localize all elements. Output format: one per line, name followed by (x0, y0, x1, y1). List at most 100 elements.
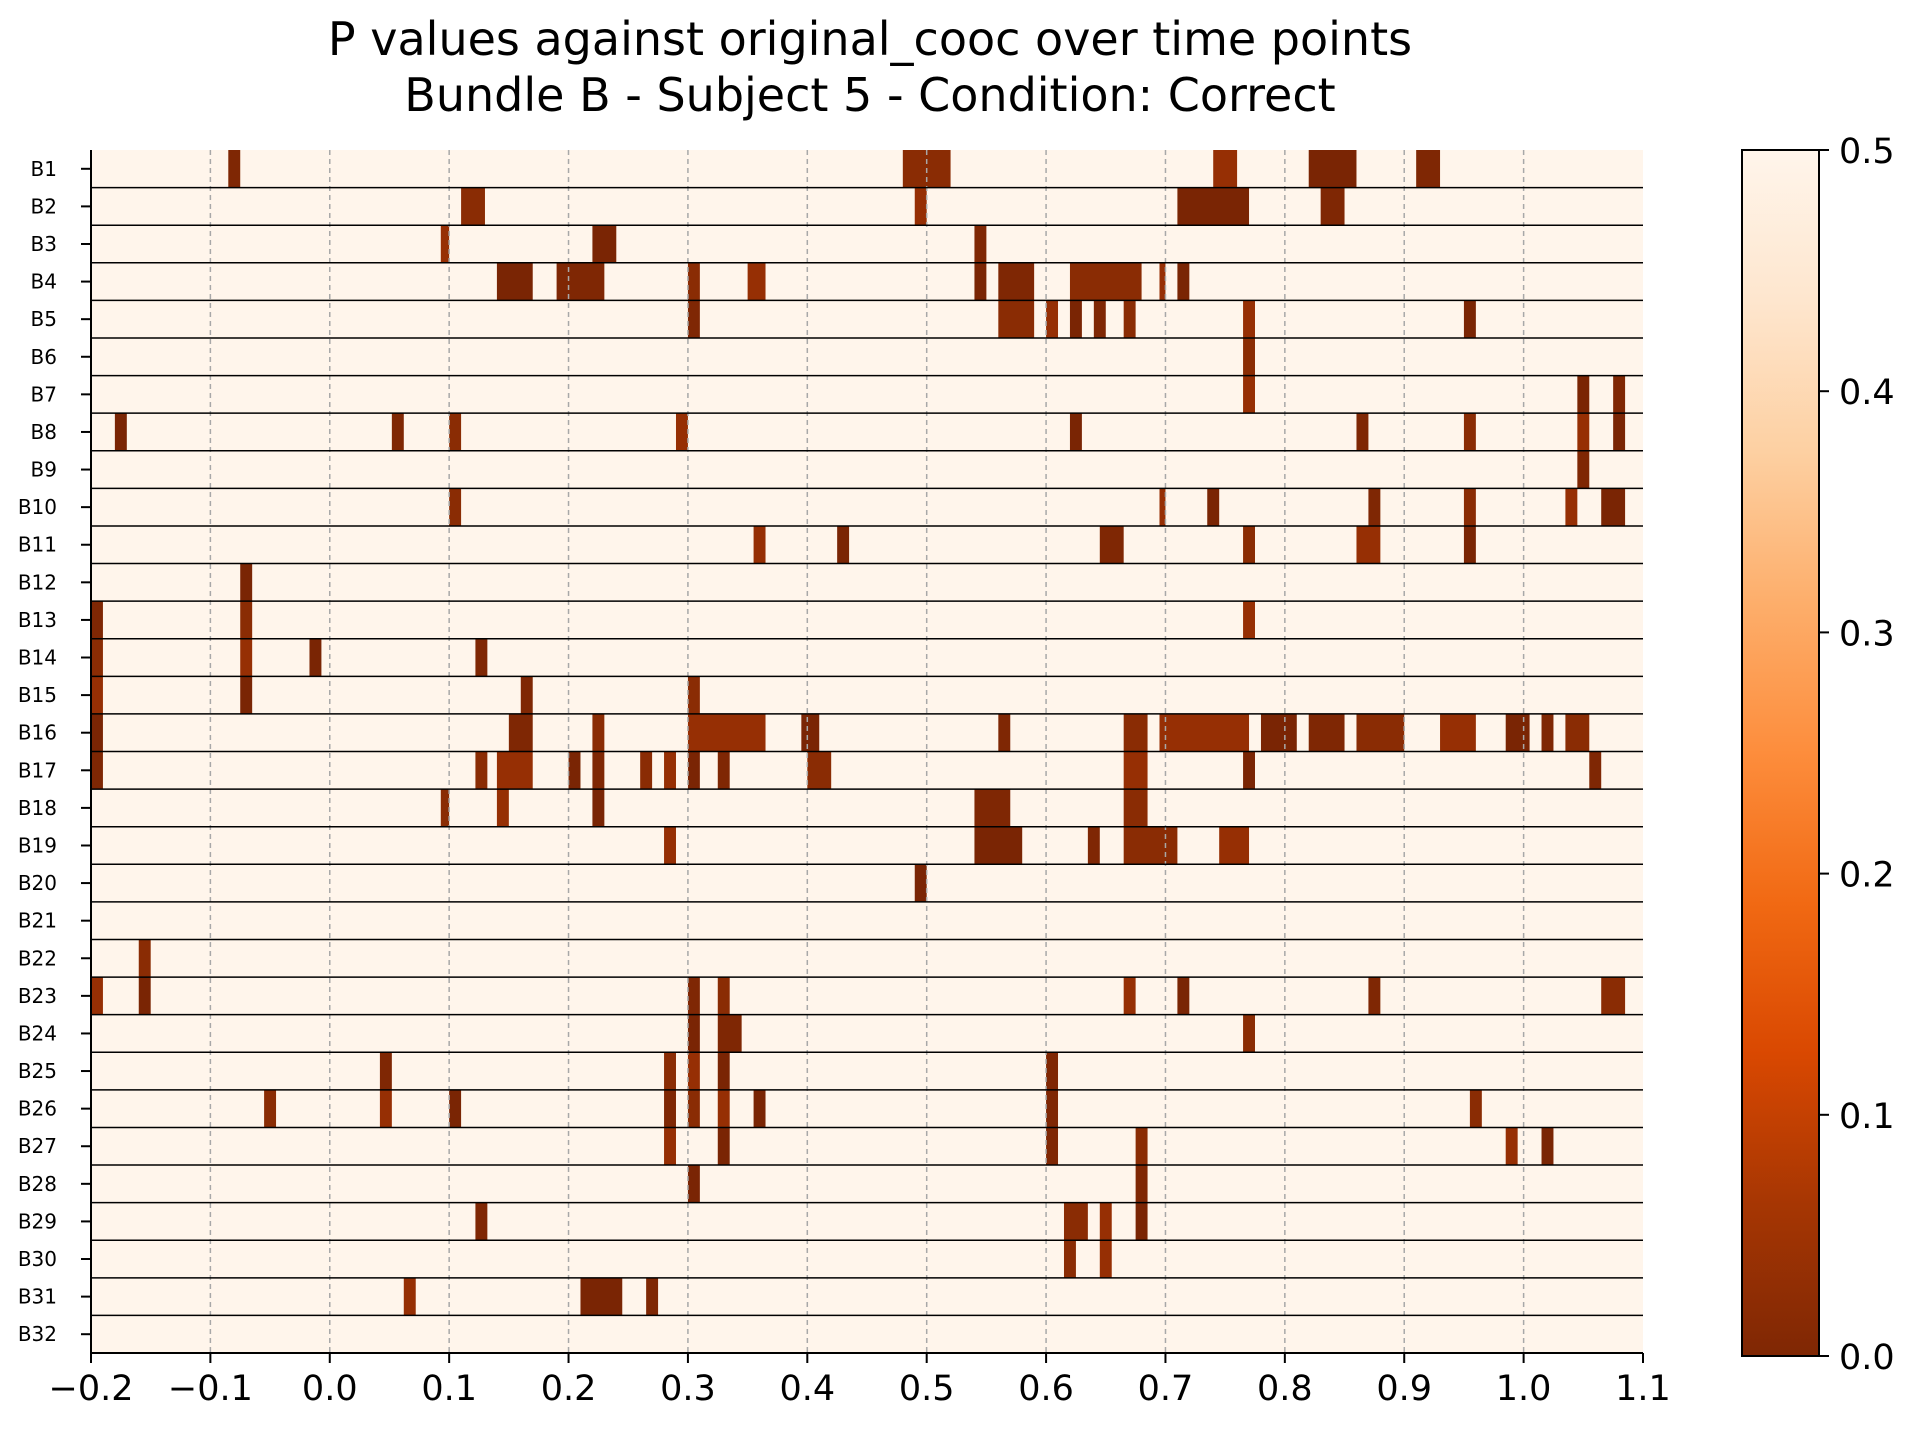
segment-b16-5 (998, 713, 1011, 752)
segment-b16-9 (1308, 713, 1345, 752)
colorbar-tick-label-4: 0.4 (1839, 373, 1895, 413)
ytick-label-b30: B30 (18, 1247, 57, 1271)
segment-b10-6 (1601, 488, 1626, 526)
segment-b10-2 (1207, 488, 1220, 526)
segment-b6-0 (1243, 337, 1255, 376)
xtick-label-7: 0.5 (899, 1369, 955, 1409)
segment-b4-0 (496, 262, 533, 301)
row-background-b20 (91, 864, 1643, 902)
segment-b22-0 (138, 939, 151, 978)
segment-b19-3 (1123, 826, 1178, 865)
row-background-b28 (91, 1165, 1643, 1203)
segment-b3-0 (440, 225, 450, 263)
row-background-b25 (91, 1052, 1643, 1090)
segment-b25-2 (687, 1052, 700, 1090)
segment-b2-3 (1320, 187, 1345, 226)
row-background-b27 (91, 1127, 1643, 1166)
chart-title: P values against original_cooc over time… (327, 12, 1413, 66)
row-background-b2 (91, 187, 1643, 226)
segment-b8-5 (1356, 413, 1369, 451)
segment-b4-7 (1159, 262, 1166, 301)
ytick-label-b2: B2 (31, 194, 57, 218)
row-background-b12 (91, 563, 1643, 602)
segment-b13-1 (240, 601, 253, 639)
segment-b3-1 (592, 225, 617, 263)
segment-b27-4 (1505, 1127, 1518, 1166)
row-background-b30 (91, 1240, 1643, 1278)
segment-b16-13 (1541, 713, 1554, 752)
segment-b16-7 (1159, 713, 1250, 752)
segment-b23-5 (1177, 977, 1190, 1015)
segment-b1-0 (228, 150, 241, 188)
ytick-label-b32: B32 (18, 1322, 57, 1346)
ytick-label-b23: B23 (18, 984, 57, 1008)
row-background-b29 (91, 1202, 1643, 1241)
ytick-label-b1: B1 (31, 157, 57, 181)
segment-b25-1 (664, 1052, 676, 1090)
segment-b16-12 (1505, 713, 1530, 752)
segment-b25-4 (1046, 1052, 1059, 1090)
segment-b18-3 (974, 789, 1011, 827)
row-background-b21 (91, 901, 1643, 940)
segment-b27-1 (717, 1127, 730, 1166)
segment-b27-5 (1541, 1127, 1554, 1166)
row-background-b23 (91, 977, 1643, 1015)
segment-b8-4 (1069, 413, 1082, 451)
ytick-label-b27: B27 (18, 1134, 57, 1158)
segment-b4-6 (1069, 262, 1142, 301)
segment-b24-2 (1243, 1014, 1255, 1053)
row-background-b7 (91, 375, 1643, 414)
segment-b26-7 (1046, 1089, 1059, 1128)
segment-b27-2 (1046, 1127, 1059, 1166)
segment-b26-6 (753, 1089, 766, 1128)
segment-b5-5 (1123, 300, 1136, 338)
segment-b28-0 (687, 1165, 700, 1203)
segment-b26-3 (664, 1089, 676, 1128)
segment-b10-1 (1159, 488, 1166, 526)
row-background-b10 (91, 488, 1643, 526)
xtick-label-10: 0.8 (1257, 1369, 1313, 1409)
segment-b5-1 (998, 300, 1035, 338)
segment-b23-3 (717, 977, 730, 1015)
row-background-b17 (91, 751, 1643, 790)
segment-b16-2 (592, 713, 605, 752)
row-background-b11 (91, 525, 1643, 564)
ytick-label-b21: B21 (18, 909, 57, 933)
row-background-b13 (91, 601, 1643, 639)
segment-b18-4 (1123, 789, 1148, 827)
segment-b11-4 (1356, 525, 1381, 564)
segment-b26-4 (687, 1089, 700, 1128)
segment-b5-2 (1046, 300, 1059, 338)
segment-b1-3 (1308, 150, 1357, 188)
segment-b24-1 (717, 1014, 742, 1053)
ytick-label-b24: B24 (18, 1021, 57, 1045)
segment-b17-7 (687, 751, 700, 790)
ytick-label-b20: B20 (18, 871, 57, 895)
segment-b14-1 (240, 638, 253, 677)
segment-b10-3 (1368, 488, 1381, 526)
chart-subtitle: Bundle B - Subject 5 - Condition: Correc… (404, 68, 1336, 122)
segment-b29-2 (1099, 1202, 1112, 1241)
segment-b28-1 (1135, 1165, 1148, 1203)
row-background-b9 (91, 450, 1643, 489)
segment-b30-0 (1063, 1240, 1076, 1278)
segment-b18-2 (592, 789, 605, 827)
ytick-label-b8: B8 (31, 420, 57, 444)
segment-b4-8 (1177, 262, 1190, 301)
ytick-label-b22: B22 (18, 946, 57, 970)
segment-b8-6 (1463, 413, 1476, 451)
ytick-label-b5: B5 (31, 307, 57, 331)
segment-b4-1 (556, 262, 605, 301)
segment-b13-2 (1243, 601, 1255, 639)
segment-b23-0 (91, 977, 103, 1015)
xtick-label-8: 0.6 (1018, 1369, 1074, 1409)
segment-b23-1 (138, 977, 151, 1015)
segment-b8-1 (391, 413, 404, 451)
segment-b15-0 (91, 676, 103, 714)
segment-b23-4 (1123, 977, 1136, 1015)
segment-b16-10 (1356, 713, 1405, 752)
segment-b29-3 (1135, 1202, 1148, 1241)
xtick-label-4: 0.2 (541, 1369, 597, 1409)
colorbar-tick-label-1: 0.1 (1839, 1097, 1895, 1137)
